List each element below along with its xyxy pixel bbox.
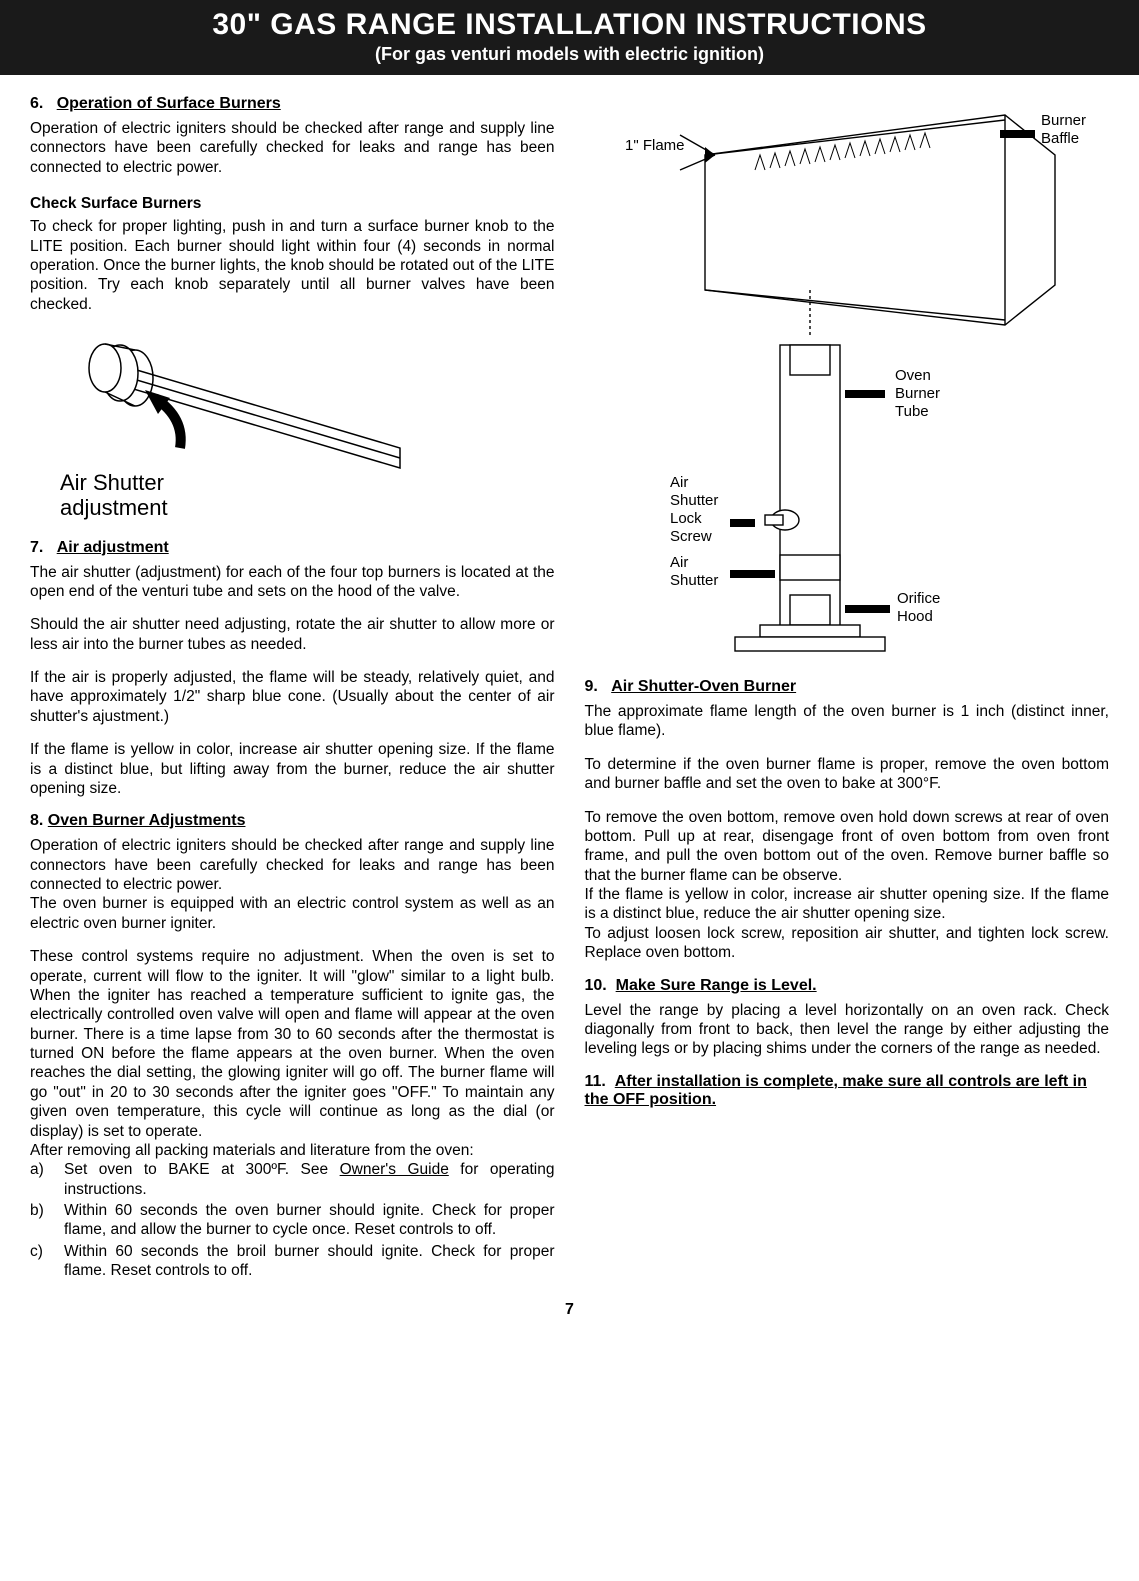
s7-p1: The air shutter (adjustment) for each of… [30, 563, 555, 602]
section-9-num: 9. [585, 678, 598, 695]
page-number: 7 [0, 1293, 1139, 1333]
doc-subtitle: (For gas venturi models with electric ig… [0, 44, 1139, 65]
s8-p2: The oven burner is equipped with an elec… [30, 894, 555, 933]
section-9-title: 9. Air Shutter-Oven Burner [585, 678, 1110, 696]
section-7-num: 7. [30, 539, 43, 556]
right-column: 1" Flame Burner Baffle Oven Burner Tube … [585, 95, 1110, 1283]
s9-p1: The approximate flame length of the oven… [585, 702, 1110, 741]
s9-p2: To determine if the oven burner flame is… [585, 755, 1110, 794]
s8-p1: Operation of electric igniters should be… [30, 836, 555, 894]
s9-p4: If the flame is yellow in color, increas… [585, 885, 1110, 924]
section-10-num: 10. [585, 977, 607, 994]
diag-lock-3: Lock [670, 510, 702, 527]
s7-p3: If the air is properly adjusted, the fla… [30, 668, 555, 726]
s8-li-b-text: Within 60 seconds the oven burner should… [64, 1201, 555, 1240]
section-8-title: 8. Oven Burner Adjustments [30, 812, 555, 830]
section-8-num: 8. [30, 812, 43, 829]
left-column: 6. Operation of Surface Burners Operatio… [30, 95, 555, 1283]
air-shutter-figure: Air Shutter adjustment [30, 328, 555, 521]
s8-li-a-text: Set oven to BAKE at 300ºF. See Owner's G… [64, 1160, 555, 1199]
section-11-title: 11. After installation is complete, make… [585, 1073, 1110, 1109]
section-9-text: Air Shutter-Oven Burner [611, 678, 796, 695]
diag-lock-2: Shutter [670, 492, 718, 509]
fig1-caption: Air Shutter adjustment [60, 470, 555, 521]
section-10-text: Make Sure Range is Level. [616, 977, 817, 994]
s8-li-c: c) Within 60 seconds the broil burner sh… [30, 1242, 555, 1281]
section-7-title: 7. Air adjustment [30, 539, 555, 557]
diag-baffle-label2: Baffle [1041, 130, 1079, 147]
s8-li-b: b) Within 60 seconds the oven burner sho… [30, 1201, 555, 1240]
doc-title: 30" GAS RANGE INSTALLATION INSTRUCTIONS [0, 8, 1139, 42]
s8-li-a-u: Owner's Guide [340, 1161, 449, 1178]
s8-li-a: a) Set oven to BAKE at 300ºF. See Owner'… [30, 1160, 555, 1199]
s9-p5: To adjust loosen lock screw, reposition … [585, 924, 1110, 963]
section-6-num: 6. [30, 95, 43, 112]
diag-flame-label: 1" Flame [625, 137, 685, 154]
li-marker-a: a) [30, 1160, 64, 1199]
s6-subhead: Check Surface Burners [30, 195, 555, 213]
section-7-text: Air adjustment [57, 539, 169, 556]
oven-burner-figure: 1" Flame Burner Baffle Oven Burner Tube … [585, 95, 1110, 660]
s9-p3: To remove the oven bottom, remove oven h… [585, 808, 1110, 886]
s10-p1: Level the range by placing a level horiz… [585, 1001, 1110, 1059]
section-10-title: 10. Make Sure Range is Level. [585, 977, 1110, 995]
diag-orifice-1: Orifice [897, 590, 940, 607]
s6-p1: Operation of electric igniters should be… [30, 119, 555, 177]
s8-list: a) Set oven to BAKE at 300ºF. See Owner'… [30, 1160, 555, 1280]
fig1-caption-1: Air Shutter [60, 470, 164, 495]
diag-tube-2: Burner [895, 385, 940, 402]
section-11-text: After installation is complete, make sur… [585, 1073, 1087, 1108]
section-6-text: Operation of Surface Burners [57, 95, 281, 112]
diag-baffle-label: Burner [1041, 112, 1086, 129]
section-6-title: 6. Operation of Surface Burners [30, 95, 555, 113]
s7-p4: If the flame is yellow in color, increas… [30, 740, 555, 798]
header-bar: 30" GAS RANGE INSTALLATION INSTRUCTIONS … [0, 0, 1139, 75]
s7-p2: Should the air shutter need adjusting, r… [30, 615, 555, 654]
diag-lock-1: Air [670, 474, 688, 491]
fig1-caption-2: adjustment [60, 495, 168, 520]
s8-p3: These control systems require no adjustm… [30, 947, 555, 1141]
diag-orifice-2: Hood [897, 608, 933, 625]
section-11-num: 11. [585, 1073, 606, 1090]
li-marker-b: b) [30, 1201, 64, 1240]
content-columns: 6. Operation of Surface Burners Operatio… [0, 75, 1139, 1293]
li-marker-c: c) [30, 1242, 64, 1281]
diag-tube-3: Tube [895, 403, 929, 420]
diag-lock-4: Screw [670, 528, 712, 545]
diag-shutter-1: Air [670, 554, 688, 571]
s6-p2: To check for proper lighting, push in an… [30, 217, 555, 314]
oven-burner-svg: 1" Flame Burner Baffle Oven Burner Tube … [585, 95, 1105, 655]
s8-li-c-text: Within 60 seconds the broil burner shoul… [64, 1242, 555, 1281]
s8-li-a-1: Set oven to BAKE at 300ºF. See [64, 1161, 340, 1178]
diag-shutter-2: Shutter [670, 572, 718, 589]
diag-tube-1: Oven [895, 367, 931, 384]
section-8-text: Oven Burner Adjustments [48, 812, 246, 829]
s8-p4: After removing all packing materials and… [30, 1141, 555, 1160]
